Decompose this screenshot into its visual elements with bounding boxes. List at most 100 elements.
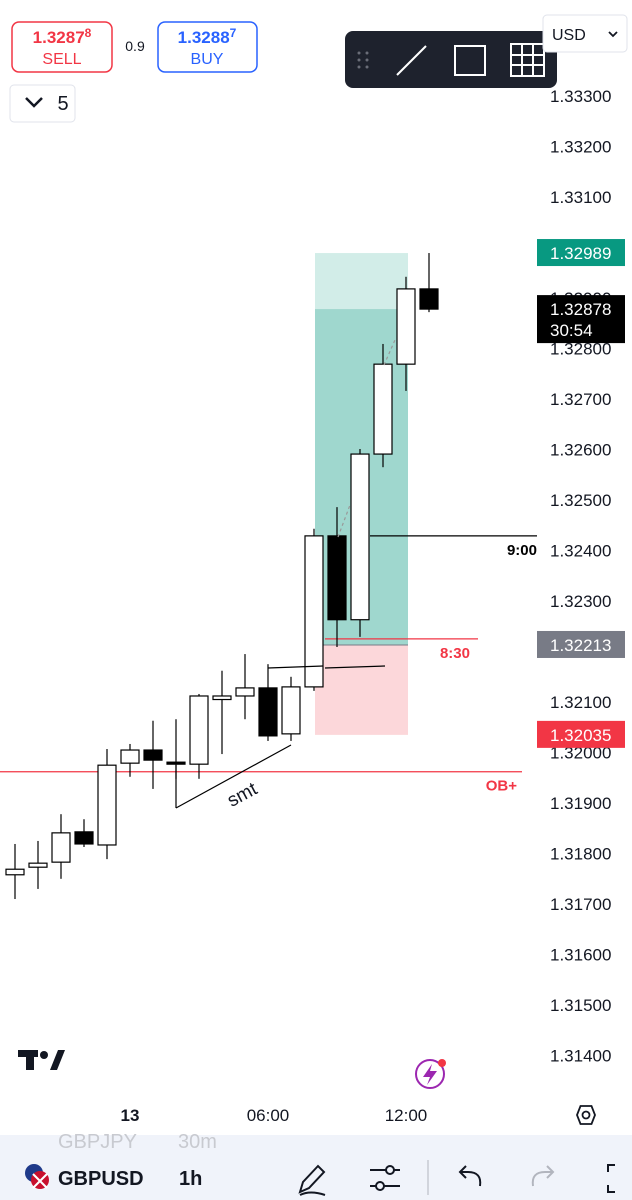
candle-body bbox=[350, 453, 370, 621]
x-tick-label: 06:00 bbox=[247, 1106, 290, 1125]
countdown: 30:54 bbox=[550, 321, 593, 340]
candle-body bbox=[166, 761, 186, 765]
undo-icon[interactable] bbox=[458, 1165, 482, 1187]
y-tick-label: 1.32000 bbox=[550, 744, 611, 763]
connector bbox=[383, 339, 396, 366]
y-tick-label: 1.32300 bbox=[550, 592, 611, 611]
sell-button[interactable]: 1.32878 SELL bbox=[11, 21, 113, 73]
interval-dropdown[interactable]: 5 bbox=[9, 84, 76, 123]
candle-body bbox=[258, 687, 278, 737]
price-badge-label: 1.32989 bbox=[550, 244, 611, 263]
candle-body bbox=[235, 687, 255, 697]
chart-area: 1.31400 1.31500 1.31600 1.31700 1.31800 1.319… bbox=[0, 87, 625, 1125]
level-label: 9:00 bbox=[507, 542, 537, 559]
dropdown-box[interactable] bbox=[9, 84, 76, 123]
currency-box[interactable] bbox=[542, 14, 628, 53]
buy-price: 1.32887 bbox=[178, 26, 237, 47]
sell-box[interactable] bbox=[11, 21, 113, 73]
spread: 0.9 bbox=[125, 38, 145, 54]
y-tick-label: 1.31400 bbox=[550, 1047, 611, 1066]
candle-body bbox=[281, 686, 301, 735]
flag bbox=[25, 1164, 49, 1189]
buy-button[interactable]: 1.32887 BUY bbox=[157, 21, 258, 73]
price-badge bbox=[537, 295, 625, 344]
x-tick-label: 13 bbox=[121, 1106, 140, 1125]
sell-label: SELL bbox=[42, 51, 81, 68]
y-tick-label: 1.31500 bbox=[550, 996, 611, 1015]
lightning-icon[interactable] bbox=[415, 1059, 446, 1089]
adjust-icon[interactable] bbox=[370, 1165, 400, 1191]
candle-body bbox=[97, 764, 117, 846]
y-tick-label: 1.31700 bbox=[550, 895, 611, 914]
candle-body bbox=[396, 288, 416, 365]
currency-dropdown[interactable]: USD bbox=[542, 14, 628, 53]
y-tick-label: 1.31600 bbox=[550, 946, 611, 965]
candle-body bbox=[189, 695, 209, 765]
level-label: OB+ bbox=[486, 778, 518, 795]
price-badge-label: 1.32213 bbox=[550, 636, 611, 655]
grip bbox=[357, 51, 369, 69]
buy-label: BUY bbox=[191, 51, 224, 68]
pip: 8 bbox=[85, 26, 92, 40]
y-tick-label: 1.33200 bbox=[550, 137, 611, 156]
y-tick-label: 1.32600 bbox=[550, 441, 611, 460]
y-tick-label: 1.32700 bbox=[550, 390, 611, 409]
sell-price: 1.32878 bbox=[33, 26, 92, 47]
ghost-interval: 30m bbox=[178, 1131, 217, 1153]
currency: USD bbox=[552, 27, 586, 44]
buy-box[interactable] bbox=[157, 21, 258, 73]
y-tick-label: 1.32400 bbox=[550, 542, 611, 561]
candle-body bbox=[51, 832, 71, 863]
pencil-icon[interactable] bbox=[298, 1164, 326, 1196]
symbol[interactable]: GBPUSD bbox=[58, 1168, 144, 1190]
candle-body bbox=[74, 831, 94, 845]
smt-label: smt bbox=[224, 778, 262, 811]
price: 1.3288 bbox=[178, 28, 230, 47]
y-tick-label: 1.33300 bbox=[550, 87, 611, 106]
line-tool[interactable] bbox=[396, 45, 427, 76]
x-tick-label: 12:00 bbox=[385, 1106, 428, 1125]
price-badge-label: 1.32035 bbox=[550, 726, 611, 745]
smt-line bbox=[175, 744, 292, 809]
chevron bbox=[608, 31, 618, 38]
candle-body bbox=[5, 868, 25, 876]
settings-icon[interactable] bbox=[576, 1105, 596, 1125]
interval-count: 5 bbox=[57, 93, 68, 115]
candle-body bbox=[120, 749, 140, 764]
redo-icon[interactable] bbox=[531, 1165, 555, 1187]
level-label: 8:30 bbox=[440, 645, 470, 662]
rect-tool[interactable] bbox=[454, 45, 486, 76]
y-tick-label: 1.33100 bbox=[550, 188, 611, 207]
y-tick-label: 1.32500 bbox=[550, 491, 611, 510]
trend-line bbox=[324, 665, 386, 669]
y-tick-label: 1.32100 bbox=[550, 693, 611, 712]
candle-body bbox=[304, 535, 324, 688]
ghost-symbol: GBPJPY bbox=[58, 1131, 137, 1153]
candle-body bbox=[373, 363, 393, 455]
y-tick-label: 1.31900 bbox=[550, 794, 611, 813]
candle-body bbox=[327, 535, 347, 621]
drawings bbox=[175, 339, 396, 809]
toolbar-bg bbox=[345, 31, 557, 88]
candle-body bbox=[212, 695, 232, 701]
price: 1.3287 bbox=[33, 28, 85, 47]
chevron bbox=[25, 97, 43, 108]
fullscreen-icon[interactable] bbox=[607, 1164, 615, 1193]
y-tick-label: 1.32800 bbox=[550, 339, 611, 358]
position-stop-zone bbox=[315, 644, 408, 735]
price-badge-label: 1.32878 bbox=[550, 300, 611, 319]
interval[interactable]: 1h bbox=[179, 1168, 202, 1190]
price-badge bbox=[537, 239, 625, 267]
price-badge bbox=[537, 720, 625, 748]
candle-body bbox=[143, 749, 163, 761]
y-tick-label: 1.31800 bbox=[550, 845, 611, 864]
drawing-toolbar bbox=[345, 31, 557, 88]
grid-tool[interactable] bbox=[510, 43, 545, 77]
trend-line bbox=[267, 665, 324, 669]
pip: 7 bbox=[230, 26, 237, 40]
candle-body bbox=[419, 288, 439, 310]
candle-body bbox=[28, 862, 48, 868]
price-badge bbox=[537, 630, 625, 658]
tv-logo bbox=[18, 1050, 65, 1070]
